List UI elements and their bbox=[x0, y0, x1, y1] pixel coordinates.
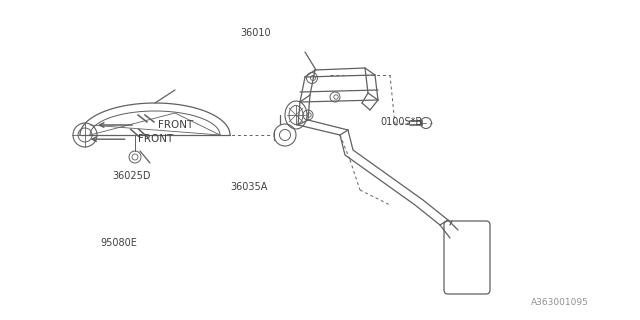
Text: A363001095: A363001095 bbox=[531, 298, 589, 307]
Text: FRONT: FRONT bbox=[158, 120, 193, 130]
Text: 36035A: 36035A bbox=[230, 182, 268, 192]
Text: 95080E: 95080E bbox=[100, 238, 137, 248]
Text: FRONT: FRONT bbox=[138, 134, 173, 144]
Text: 36010: 36010 bbox=[240, 28, 271, 38]
Text: 36025D: 36025D bbox=[112, 171, 150, 181]
Text: 0100S*B: 0100S*B bbox=[381, 116, 423, 127]
